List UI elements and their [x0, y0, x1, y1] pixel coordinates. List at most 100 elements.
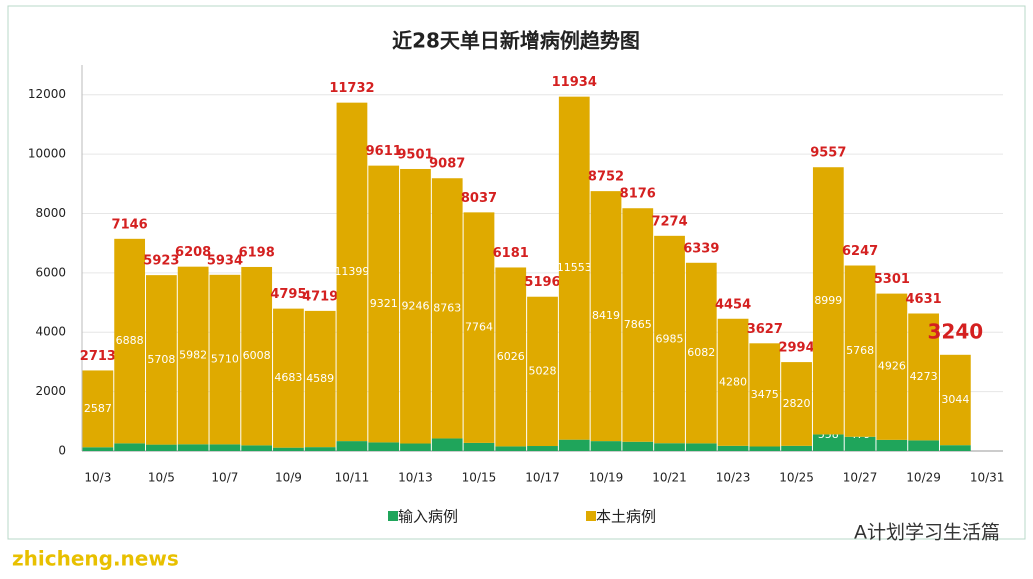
account-name: A计划学习生活篇 [854, 522, 1000, 544]
total-label: 6339 [683, 241, 719, 256]
segment-label: 6026 [497, 350, 525, 363]
watermark: zhicheng.news [12, 547, 179, 571]
bar-segment [685, 262, 717, 444]
bar-segment [527, 446, 558, 451]
segment-label: 11399 [334, 265, 369, 278]
bar-segment [368, 442, 400, 451]
chart-title: 近28天单日新增病例趋势图 [392, 29, 640, 53]
bar-segment [177, 266, 209, 445]
total-label: 9557 [810, 146, 846, 161]
bar-segment [717, 318, 749, 446]
bar-segment [114, 443, 146, 451]
segment-label: 8419 [592, 309, 620, 322]
x-tick-label: 10/11 [335, 471, 370, 485]
bar-segment [273, 447, 304, 451]
segment-label: 11553 [557, 261, 592, 274]
bar-segment [844, 265, 876, 437]
x-tick-label: 10/3 [84, 471, 111, 485]
bar-segment [654, 443, 685, 451]
total-label: 7274 [651, 214, 687, 229]
bar-segment [146, 444, 177, 451]
bar-segment [654, 235, 685, 444]
segment-label: 7764 [465, 321, 493, 334]
x-tick-label: 10/31 [970, 471, 1005, 485]
bar-segment [876, 293, 908, 440]
total-label: 6181 [493, 246, 529, 261]
total-label: 7146 [112, 217, 148, 232]
bar-segment [463, 442, 495, 451]
segment-label: 2820 [783, 397, 811, 410]
bar-segment [781, 362, 812, 446]
segment-label: 4273 [910, 370, 938, 383]
bar-segment [908, 440, 939, 451]
total-label: 8176 [620, 187, 656, 202]
bar-segment [812, 167, 844, 435]
bar-segment [463, 212, 495, 443]
total-label: 5301 [874, 272, 910, 287]
bar-segment [431, 178, 463, 439]
bar-segment [336, 102, 368, 442]
x-tick-label: 10/9 [275, 471, 302, 485]
bar-segment [590, 191, 622, 442]
x-tick-label: 10/23 [716, 471, 751, 485]
bar-segment [844, 436, 876, 451]
segment-label: 5028 [529, 364, 557, 377]
bar-segment [622, 441, 654, 451]
x-tick-label: 10/25 [779, 471, 814, 485]
segment-label: 4926 [878, 360, 906, 373]
segment-label: 8999 [814, 294, 842, 307]
x-tick-label: 10/17 [525, 471, 560, 485]
total-label: 3627 [747, 322, 783, 337]
bar-segment [781, 445, 812, 451]
total-label: 6208 [175, 245, 211, 260]
y-tick-label: 8000 [35, 206, 66, 220]
bar-segment [146, 275, 177, 445]
bar-segment [908, 313, 939, 441]
x-tick-label: 10/29 [906, 471, 941, 485]
bar-segment [273, 308, 304, 448]
total-label: 8752 [588, 170, 624, 185]
bar-segment [590, 441, 622, 451]
segment-label: 6082 [687, 346, 715, 359]
x-tick-label: 10/13 [398, 471, 433, 485]
bar-segment [114, 238, 146, 444]
segment-label: 4589 [306, 372, 334, 385]
bar-segment [495, 446, 527, 451]
x-tick-label: 10/5 [148, 471, 175, 485]
x-tick-label: 10/21 [652, 471, 687, 485]
bar-segment [622, 208, 654, 442]
total-label: 9087 [429, 157, 465, 172]
segment-label: 3475 [751, 388, 779, 401]
total-label: 2713 [80, 349, 116, 364]
x-tick-label: 10/15 [462, 471, 497, 485]
segment-label: 6888 [116, 334, 144, 347]
y-tick-label: 6000 [35, 265, 66, 279]
segment-label: 5710 [211, 353, 239, 366]
bar-segment [812, 434, 844, 451]
bar-segment [177, 444, 209, 451]
bar-segment [939, 445, 971, 451]
y-tick-label: 12000 [28, 87, 66, 101]
x-tick-label: 10/19 [589, 471, 624, 485]
total-label: 4795 [270, 287, 306, 302]
segment-label: 8763 [433, 301, 461, 314]
total-label: 5923 [143, 254, 179, 269]
segment-label: 3044 [941, 393, 969, 406]
total-label: 5196 [524, 275, 560, 290]
bar-segment [431, 438, 463, 451]
y-tick-label: 2000 [35, 384, 66, 398]
total-label: 8037 [461, 191, 497, 206]
bar-segment [209, 444, 241, 451]
total-label: 4631 [906, 292, 942, 307]
total-label: 5934 [207, 253, 243, 268]
bar-segment [82, 370, 114, 448]
segment-label: 2587 [84, 402, 112, 415]
segment-label: 6985 [656, 333, 684, 346]
y-tick-label: 4000 [35, 325, 66, 339]
total-label: 11934 [552, 75, 597, 90]
bar-segment [527, 296, 558, 447]
bar-segment [241, 266, 273, 446]
bar-segment [209, 274, 241, 445]
bar-segment [876, 439, 908, 451]
